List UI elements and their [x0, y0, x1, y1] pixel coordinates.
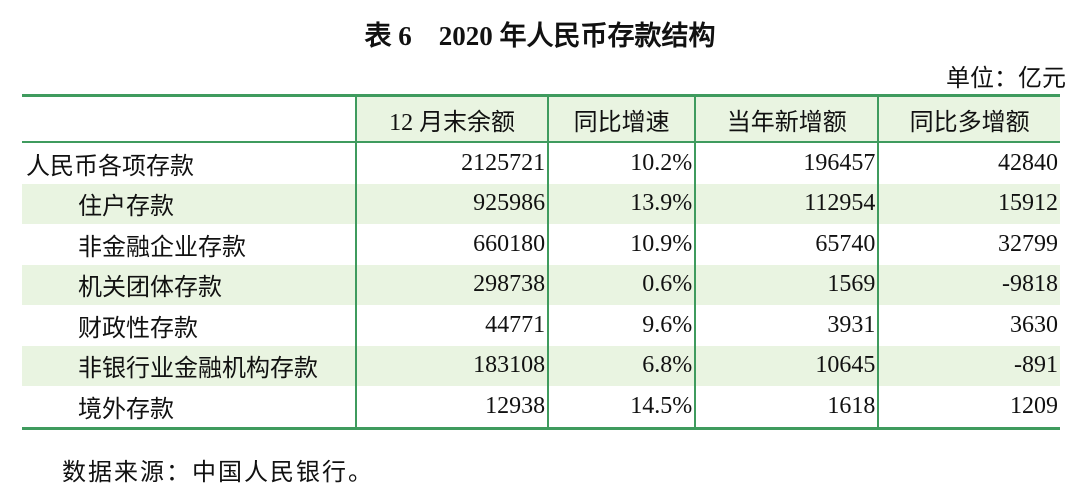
header-cell: 同比增速 [547, 95, 696, 142]
table-row: 非金融企业存款 660180 10.9% 65740 32799 [22, 224, 1060, 265]
table-row: 财政性存款 44771 9.6% 3931 3630 [22, 305, 1060, 346]
cell-value: 10.9% [547, 224, 696, 265]
cell-value: 44771 [354, 305, 549, 346]
table-row: 机关团体存款 298738 0.6% 1569 -9818 [22, 264, 1060, 305]
unit-label: 单位：亿元 [946, 66, 1066, 92]
cell-value: 10645 [694, 345, 879, 386]
cell-value: 32799 [877, 224, 1060, 265]
cell-value: 9.6% [547, 305, 696, 346]
cell-value: 1209 [877, 386, 1060, 428]
cell-value: 1618 [694, 386, 879, 428]
cell-value: 15912 [877, 183, 1060, 224]
cell-value: 12938 [354, 386, 549, 428]
cell-value: 2125721 [354, 142, 549, 184]
cell-value: 3931 [694, 305, 879, 346]
cell-value: -9818 [877, 264, 1060, 305]
table-row: 非银行业金融机构存款 183108 6.8% 10645 -891 [22, 345, 1060, 386]
table-row: 人民币各项存款 2125721 10.2% 196457 42840 [22, 142, 1060, 184]
table-row: 境外存款 12938 14.5% 1618 1209 [22, 386, 1060, 428]
header-cell: 12 月末余额 [354, 95, 549, 142]
cell-value: 42840 [877, 142, 1060, 184]
cell-value: 14.5% [547, 386, 696, 428]
header-cell: 同比多增额 [877, 95, 1060, 142]
header-cell: 当年新增额 [694, 95, 879, 142]
header-row: 12 月末余额 同比增速 当年新增额 同比多增额 [22, 95, 1060, 143]
row-label: 人民币各项存款 [26, 153, 194, 180]
row-label: 非银行业金融机构存款 [22, 345, 356, 386]
cell-value: 196457 [694, 142, 879, 184]
cell-value: 183108 [354, 345, 549, 386]
cell-value: 925986 [354, 183, 549, 224]
source-note: 数据来源：中国人民银行。 [62, 460, 374, 486]
deposit-table: 12 月末余额 同比增速 当年新增额 同比多增额 人民币各项存款 2125721 10.2… [22, 94, 1060, 430]
cell-value: 298738 [354, 264, 549, 305]
cell-value: 0.6% [547, 264, 696, 305]
cell-value: 6.8% [547, 345, 696, 386]
row-label: 住户存款 [22, 183, 356, 224]
header-cell [22, 96, 356, 143]
cell-value: 3630 [877, 305, 1060, 346]
cell-value: 10.2% [547, 142, 696, 184]
row-label: 机关团体存款 [22, 264, 356, 305]
row-label: 非金融企业存款 [78, 234, 246, 261]
row-label: 财政性存款 [78, 315, 198, 342]
row-label: 境外存款 [78, 396, 174, 423]
cell-value: 1569 [694, 264, 879, 305]
cell-value: 13.9% [547, 183, 696, 224]
cell-value: 660180 [354, 224, 549, 265]
cell-value: 112954 [694, 183, 879, 224]
table-row: 住户存款 925986 13.9% 112954 15912 [22, 183, 1060, 224]
cell-value: 65740 [694, 224, 879, 265]
table-title: 表 6 2020 年人民币存款结构 [364, 21, 716, 51]
cell-value: -891 [877, 345, 1060, 386]
